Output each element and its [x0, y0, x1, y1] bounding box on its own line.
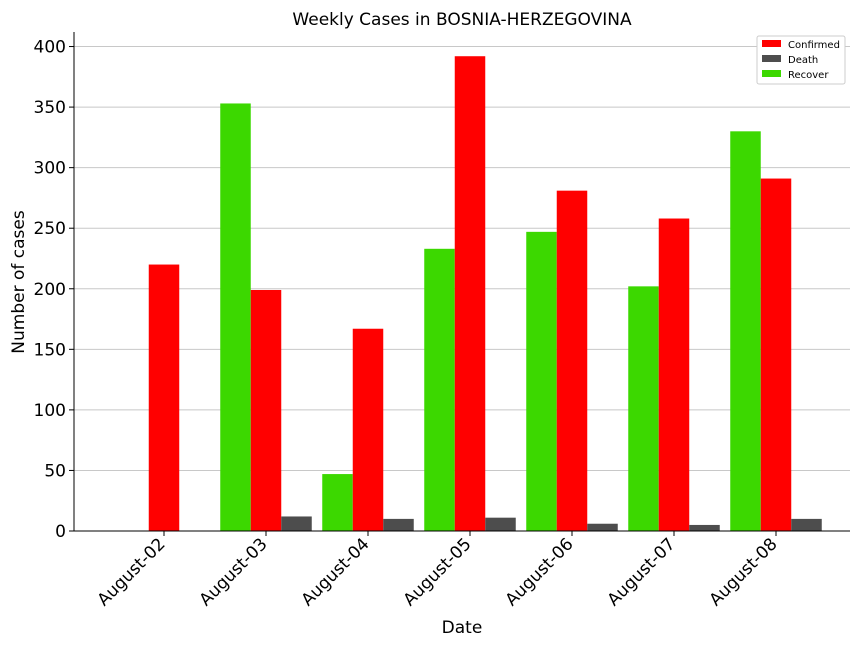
- bar-confirmed: [352, 328, 384, 531]
- x-axis-label: Date: [442, 618, 483, 638]
- bar-recover: [424, 248, 455, 532]
- y-tick-label: 50: [44, 461, 66, 481]
- y-tick-label: 150: [34, 340, 66, 360]
- y-tick-label: 0: [55, 522, 66, 542]
- bar-confirmed: [556, 190, 588, 531]
- bar-recover: [526, 231, 557, 532]
- x-tick-label: August-04: [298, 534, 374, 610]
- y-tick-label: 400: [34, 38, 66, 58]
- bar-death: [281, 516, 312, 531]
- x-tick-label: August-08: [706, 534, 782, 610]
- x-tick-label: August-05: [400, 534, 476, 610]
- bar-death: [383, 518, 414, 531]
- legend-swatch-confirmed: [762, 40, 781, 47]
- bar-death: [587, 523, 618, 531]
- bar-recover: [628, 286, 659, 531]
- bar-confirmed: [454, 56, 486, 532]
- legend-label-confirmed: Confirmed: [788, 40, 840, 51]
- axes: [73, 32, 850, 532]
- bar-recover: [220, 103, 251, 531]
- x-tick-label: August-03: [196, 534, 272, 610]
- x-tick-label: August-07: [604, 534, 680, 610]
- bar-death: [791, 518, 822, 531]
- chart-title: Weekly Cases in BOSNIA-HERZEGOVINA: [292, 10, 632, 30]
- legend-swatch-recover: [762, 70, 781, 77]
- bar-death: [485, 517, 516, 531]
- bar-confirmed: [250, 289, 282, 531]
- y-tick-label: 300: [34, 159, 66, 179]
- y-axis-label: Number of cases: [9, 210, 29, 354]
- bars: [148, 56, 822, 532]
- bar-recover: [730, 131, 761, 531]
- bar-confirmed: [658, 218, 690, 532]
- y-tick-label: 200: [34, 280, 66, 300]
- legend-label-recover: Recover: [788, 70, 829, 81]
- y-tick-label: 100: [34, 401, 66, 421]
- bar-death: [689, 524, 720, 531]
- legend-swatch-death: [762, 55, 781, 62]
- bar-recover: [322, 474, 353, 531]
- x-tick-label: August-06: [502, 534, 578, 610]
- y-tick-label: 250: [34, 219, 66, 239]
- x-tick-label: August-02: [94, 534, 170, 610]
- legend: Confirmed Death Recover: [756, 35, 846, 85]
- bar-confirmed: [148, 264, 180, 531]
- bar-confirmed: [760, 178, 792, 531]
- legend-label-death: Death: [788, 55, 818, 66]
- y-tick-label: 350: [34, 98, 66, 118]
